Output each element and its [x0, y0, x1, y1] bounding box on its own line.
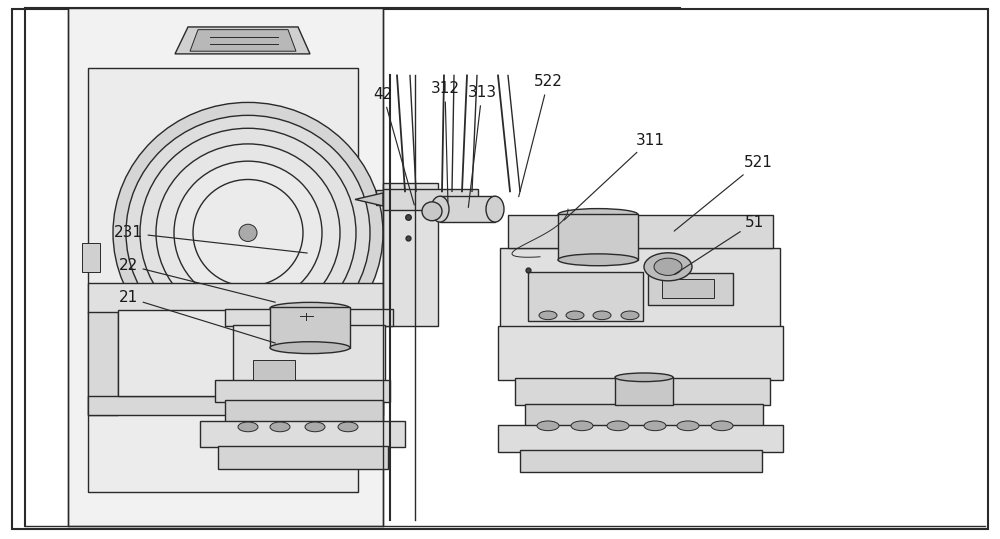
Bar: [68, 8, 383, 526]
Text: 42: 42: [373, 87, 414, 205]
Bar: [82, 243, 100, 272]
Ellipse shape: [300, 313, 312, 320]
Ellipse shape: [270, 302, 350, 314]
Bar: [118, 310, 383, 396]
Text: 231: 231: [114, 225, 307, 253]
Bar: [270, 307, 350, 348]
Ellipse shape: [644, 253, 692, 281]
Ellipse shape: [571, 421, 593, 431]
Bar: [500, 248, 780, 328]
Ellipse shape: [537, 421, 559, 431]
Ellipse shape: [270, 422, 290, 432]
Ellipse shape: [422, 202, 442, 221]
Bar: [233, 325, 385, 382]
Bar: [525, 404, 763, 426]
Ellipse shape: [126, 115, 370, 350]
Bar: [225, 309, 393, 326]
Bar: [528, 272, 643, 321]
Bar: [215, 380, 390, 402]
Ellipse shape: [174, 161, 322, 305]
Polygon shape: [355, 193, 383, 206]
Bar: [515, 378, 770, 405]
Bar: [615, 377, 673, 405]
Ellipse shape: [654, 258, 682, 275]
Bar: [383, 189, 478, 210]
Text: 522: 522: [519, 74, 562, 197]
Ellipse shape: [566, 311, 584, 320]
Bar: [88, 68, 358, 492]
Ellipse shape: [558, 209, 638, 220]
Ellipse shape: [486, 196, 504, 222]
Bar: [498, 326, 783, 380]
Ellipse shape: [677, 421, 699, 431]
Ellipse shape: [305, 422, 325, 432]
Ellipse shape: [644, 421, 666, 431]
Text: 51: 51: [674, 215, 765, 274]
Polygon shape: [175, 27, 310, 54]
Bar: [440, 196, 495, 222]
Text: 22: 22: [118, 258, 275, 302]
Ellipse shape: [113, 102, 383, 363]
Bar: [218, 446, 388, 469]
Bar: [498, 425, 783, 452]
Text: 521: 521: [674, 155, 772, 231]
Ellipse shape: [338, 422, 358, 432]
Ellipse shape: [621, 311, 639, 320]
Bar: [383, 183, 438, 326]
Bar: [558, 214, 638, 260]
Polygon shape: [190, 30, 296, 51]
Ellipse shape: [193, 179, 303, 286]
Bar: [648, 273, 733, 305]
Bar: [88, 283, 383, 313]
Ellipse shape: [607, 421, 629, 431]
Ellipse shape: [615, 373, 673, 382]
Bar: [662, 279, 714, 298]
Bar: [225, 400, 383, 423]
Bar: [88, 396, 383, 415]
Ellipse shape: [558, 254, 638, 266]
Bar: [88, 312, 118, 415]
Bar: [520, 450, 762, 472]
Ellipse shape: [539, 311, 557, 320]
Text: 312: 312: [430, 81, 460, 202]
Text: 311: 311: [564, 133, 664, 220]
Ellipse shape: [431, 196, 449, 222]
Bar: [200, 421, 405, 447]
Ellipse shape: [156, 144, 340, 322]
Bar: [253, 360, 295, 380]
Ellipse shape: [711, 421, 733, 431]
Text: 313: 313: [467, 85, 497, 208]
Text: 21: 21: [118, 290, 275, 343]
Ellipse shape: [593, 311, 611, 320]
Ellipse shape: [270, 342, 350, 354]
Bar: [376, 190, 444, 205]
Ellipse shape: [140, 128, 356, 337]
Ellipse shape: [239, 224, 257, 241]
Ellipse shape: [238, 422, 258, 432]
Bar: [508, 215, 773, 248]
